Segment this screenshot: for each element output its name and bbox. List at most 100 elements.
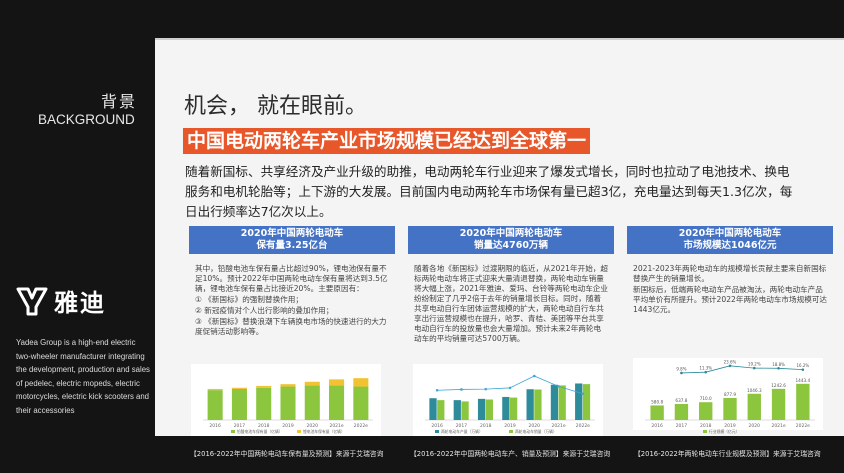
legend-label: 锂电池车保有量（亿辆） — [303, 429, 345, 434]
chart-source-caption: 【2016-2022年中国两轮电动车保有量及预测】来源于艾瑞咨询 — [190, 450, 384, 458]
x-tick-label: 2018 — [258, 423, 270, 429]
line-point — [801, 368, 805, 371]
bar — [550, 384, 559, 420]
x-tick-label: 2021e — [329, 423, 343, 429]
line-label: 9.8% — [676, 366, 686, 371]
bar — [534, 389, 542, 420]
column-paragraph: 新国标后，低端两轮电动车产品被淘汰，两轮电动车产品平均单价有所提升。预计2022… — [633, 285, 827, 314]
legend-swatch — [435, 430, 439, 433]
column-header: 2020年中国两轮电动车 销量达4760万辆 — [408, 226, 614, 254]
bar — [723, 397, 737, 420]
slide-divider — [155, 38, 844, 40]
bar — [477, 398, 486, 420]
line-label: 18.8% — [772, 362, 785, 367]
bar — [796, 383, 810, 420]
column-list-item: ③ 《新国标》替换浪潮下车辆换电市场的快速进行的大力度促销活动影响等。 — [195, 317, 387, 336]
line-label: 23.6% — [724, 359, 737, 364]
bar — [575, 383, 583, 420]
bar — [674, 404, 689, 420]
legend-swatch — [509, 430, 513, 433]
column-body: 2021-2023年两轮电动车的规模增长贡献主要来自新国标替换产生的销量增长。 … — [627, 264, 833, 315]
x-tick-label: 2017 — [676, 423, 688, 429]
bar — [329, 385, 345, 420]
legend-label: 两轮电动车产量（万辆） — [441, 429, 483, 434]
section-title-cn: 背景 — [100, 92, 137, 111]
section-title-en: BACKGROUND — [38, 112, 135, 127]
bar — [650, 405, 664, 420]
bar — [329, 379, 345, 386]
column-paragraph: 其中，铅酸电池车保有量占比超过90%，锂电池保有量不足10%。预计2022年中国… — [195, 264, 388, 293]
legend-swatch — [703, 430, 707, 433]
x-tick-label: 2019 — [504, 423, 516, 429]
bar — [747, 393, 761, 420]
bar — [304, 381, 320, 386]
bar — [526, 389, 534, 420]
growth-line — [437, 375, 583, 395]
column-header: 2020年中国两轮电动车 市场规模达1046亿元 — [627, 226, 833, 254]
data-label: 637.8 — [675, 398, 687, 403]
data-label: 1443.4 — [796, 378, 811, 383]
legend-label: 铅酸电池车保有量（亿辆） — [237, 429, 283, 434]
line-label: 19.2% — [748, 362, 761, 367]
data-label: 710.0 — [700, 396, 712, 401]
column-header-line2: 市场规模达1046亿元 — [683, 240, 777, 251]
x-tick-label: 2020 — [529, 423, 541, 429]
column-list-item: ② 新冠疫情对个人出行影响的叠加作用； — [195, 306, 334, 315]
bar — [582, 384, 591, 420]
stat-column-ownership: 2020年中国两轮电动车 保有量3.25亿台 其中，铅酸电池车保有量占比超过90… — [189, 226, 395, 338]
legend-swatch — [297, 430, 301, 433]
bar — [461, 401, 469, 420]
x-tick-label: 2022e — [796, 423, 810, 429]
banner-title: 中国电动两轮车产业市场规模已经达到全球第一 — [183, 128, 591, 154]
growth-line — [681, 365, 803, 374]
bar — [429, 398, 437, 420]
yadea-logo-icon — [16, 287, 48, 315]
column-paragraph: 随着各地《新国标》过渡期限的临近，从2021年开始，超标两轮电动车将正式迎来大量… — [414, 264, 608, 343]
x-tick-label: 2016 — [431, 423, 443, 429]
column-body: 随着各地《新国标》过渡期限的临近，从2021年开始，超标两轮电动车将正式迎来大量… — [408, 264, 614, 344]
x-tick-label: 2021e — [771, 423, 785, 429]
chart-sales-svg: 2016 2017 2018 2019 2020 2021e 2022e 两轮电动车产量（万辆… — [425, 374, 595, 434]
column-list-item: ① 《新国标》的强制替换作用； — [195, 295, 303, 304]
x-tick-label: 2021e — [551, 423, 565, 429]
legend-label: 行业规模（亿元） — [709, 429, 739, 434]
x-tick-label: 2018 — [480, 423, 492, 429]
x-tick-label: 2018 — [700, 423, 712, 429]
x-tick-label: 2016 — [209, 423, 221, 429]
chart-sales: 2016 2017 2018 2019 2020 2021e 2022e 两轮电动车产量（万辆… — [413, 364, 603, 436]
data-label: 1242.6 — [771, 383, 786, 388]
bar — [207, 390, 223, 420]
legend-label: 两轮电动车销量（万辆） — [515, 429, 557, 434]
sidebar: 背景 BACKGROUND 雅迪 Yadea Group is a high-e… — [0, 0, 155, 473]
bar — [485, 399, 493, 420]
bar — [280, 384, 296, 387]
bar — [231, 387, 247, 389]
column-header-line1: 2020年中国两轮电动车 — [240, 228, 344, 239]
line-point — [680, 371, 683, 375]
line-label: 16.2% — [796, 363, 809, 368]
x-tick-label: 2022e — [354, 423, 368, 429]
chart-ownership: 2016 2017 2018 2019 2020 2021e 2022e 铅酸电池车保有量（亿… — [191, 364, 381, 436]
column-header-line2: 销量达4760万辆 — [474, 240, 548, 251]
data-label: 877.9 — [724, 392, 736, 397]
bar — [510, 397, 518, 420]
bar — [502, 396, 510, 420]
data-label: 1046.3 — [747, 388, 762, 393]
bar — [207, 388, 223, 391]
x-tick-label: 2020 — [307, 423, 319, 429]
column-header-line1: 2020年中国两轮电动车 — [678, 228, 782, 239]
bar — [437, 400, 445, 420]
slide: 机会， 就在眼前。 中国电动两轮车产业市场规模已经达到全球第一 随着新国标、共享… — [155, 38, 844, 436]
bar — [558, 385, 566, 420]
brand-logo: 雅迪 — [16, 283, 106, 318]
company-description: Yadea Group is a high-end electric two-w… — [16, 338, 150, 415]
brand-name: 雅迪 — [54, 289, 106, 317]
line-label: 11.3% — [699, 366, 712, 371]
chart-market: 580.8 2016 637.8 2017 710.0 2018 877.9 2019 1046… — [633, 358, 823, 434]
x-tick-label: 2017 — [456, 423, 468, 429]
bar — [304, 385, 320, 420]
line-point — [581, 392, 585, 396]
column-paragraph: 2021-2023年两轮电动车的规模增长贡献主要来自新国标替换产生的销量增长。 — [633, 264, 827, 283]
column-header: 2020年中国两轮电动车 保有量3.25亿台 — [189, 226, 395, 254]
chart-source-caption: 【2016-2022年两轮电动车行业规模及预测】来源于艾瑞咨询 — [634, 450, 821, 458]
